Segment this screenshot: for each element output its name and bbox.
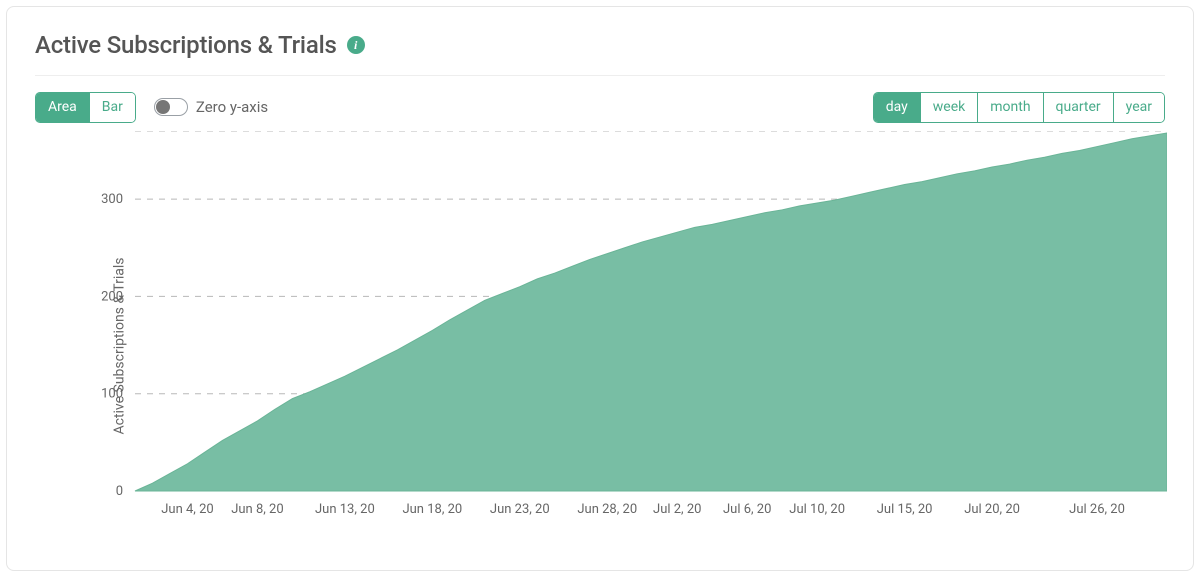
page-title: Active Subscriptions & Trials bbox=[35, 31, 337, 59]
chart-area: Active Subscriptions & Trials 0100200300… bbox=[35, 131, 1165, 561]
zero-axis-label: Zero y-axis bbox=[196, 98, 268, 116]
x-tick-label: Jun 28, 20 bbox=[577, 502, 637, 517]
x-tick-label: Jun 18, 20 bbox=[402, 502, 462, 517]
area-series bbox=[135, 133, 1167, 491]
chart-type-area[interactable]: Area bbox=[36, 93, 89, 122]
granularity-year[interactable]: year bbox=[1113, 93, 1164, 122]
granularity-week[interactable]: week bbox=[920, 93, 977, 122]
y-tick-label: 0 bbox=[116, 484, 123, 499]
area-chart: 0100200300Jun 4, 20Jun 8, 20Jun 13, 20Ju… bbox=[35, 131, 1167, 536]
info-icon[interactable]: i bbox=[347, 36, 365, 54]
zero-axis-toggle[interactable] bbox=[154, 98, 188, 116]
x-tick-label: Jul 2, 20 bbox=[653, 502, 701, 517]
x-tick-label: Jun 8, 20 bbox=[231, 502, 283, 517]
granularity-quarter[interactable]: quarter bbox=[1043, 93, 1113, 122]
chart-type-bar[interactable]: Bar bbox=[89, 93, 135, 122]
granularity-day[interactable]: day bbox=[874, 93, 920, 122]
zero-axis-wrap: Zero y-axis bbox=[154, 98, 268, 116]
x-tick-label: Jul 10, 20 bbox=[789, 502, 845, 517]
x-tick-label: Jul 15, 20 bbox=[877, 502, 933, 517]
y-tick-label: 300 bbox=[101, 192, 123, 207]
card-header: Active Subscriptions & Trials i bbox=[35, 31, 1165, 76]
x-tick-label: Jul 6, 20 bbox=[723, 502, 771, 517]
controls-row: AreaBar Zero y-axis dayweekmonthquartery… bbox=[35, 92, 1165, 123]
x-tick-label: Jun 13, 20 bbox=[315, 502, 375, 517]
x-tick-label: Jul 26, 20 bbox=[1069, 502, 1125, 517]
x-tick-label: Jul 20, 20 bbox=[964, 502, 1020, 517]
x-tick-label: Jun 23, 20 bbox=[490, 502, 550, 517]
chart-card: Active Subscriptions & Trials i AreaBar … bbox=[6, 6, 1194, 571]
x-tick-label: Jun 4, 20 bbox=[161, 502, 213, 517]
granularity-month[interactable]: month bbox=[977, 93, 1042, 122]
y-axis-title: Active Subscriptions & Trials bbox=[112, 257, 128, 434]
time-granularity-toggle: dayweekmonthquarteryear bbox=[873, 92, 1165, 123]
controls-left: AreaBar Zero y-axis bbox=[35, 92, 268, 123]
chart-type-toggle: AreaBar bbox=[35, 92, 136, 123]
